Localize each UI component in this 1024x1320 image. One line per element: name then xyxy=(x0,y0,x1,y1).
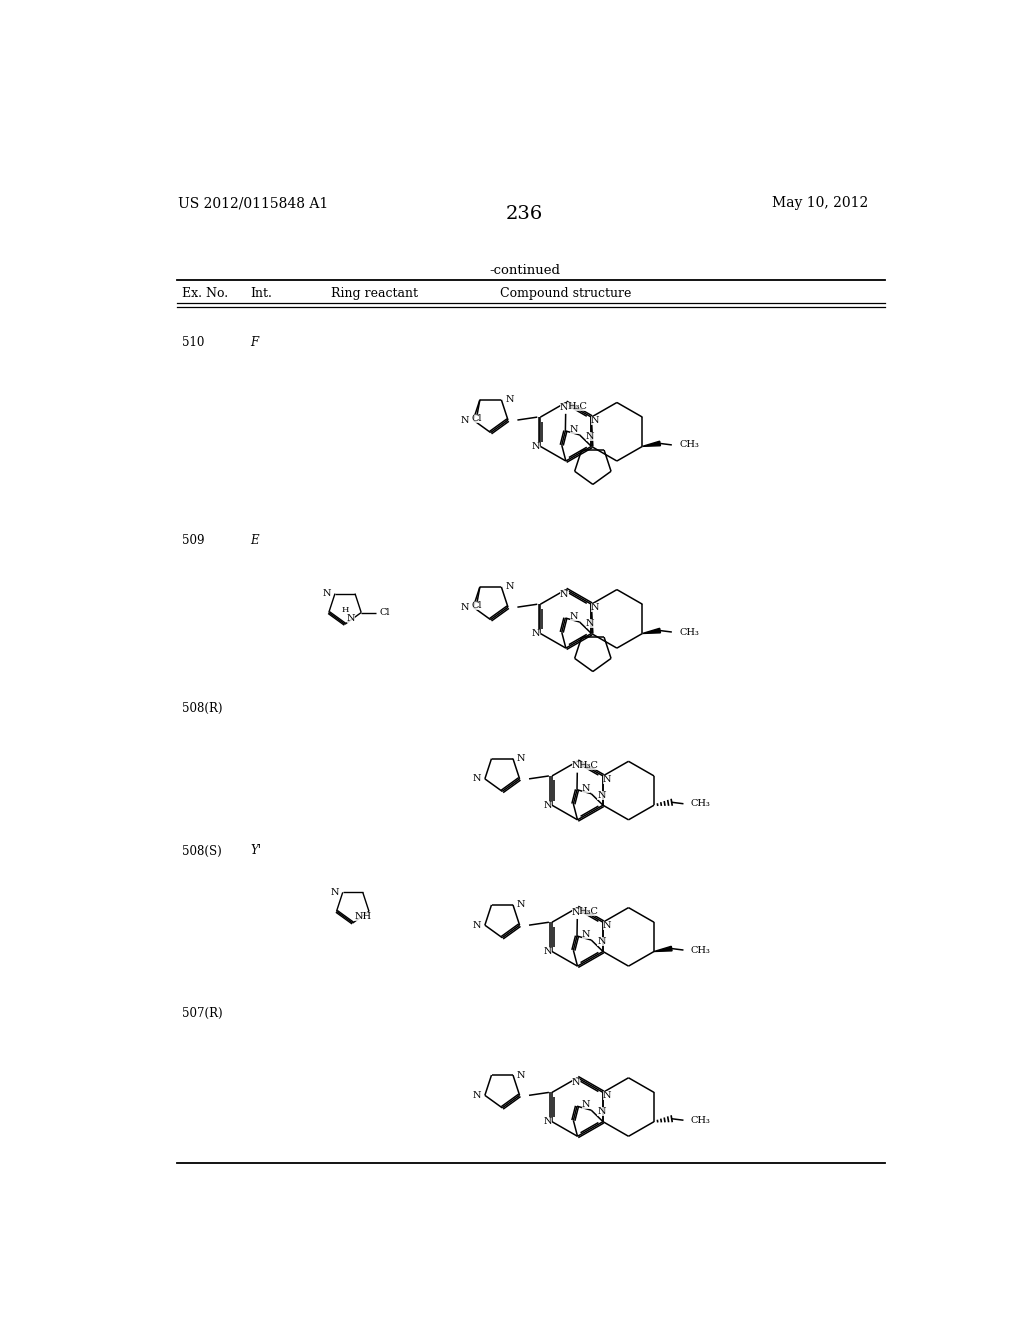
Text: N: N xyxy=(586,619,594,628)
Text: N: N xyxy=(323,589,331,598)
Text: N: N xyxy=(570,612,579,620)
Text: 508(R): 508(R) xyxy=(182,702,223,715)
Text: US 2012/0115848 A1: US 2012/0115848 A1 xyxy=(178,197,329,210)
Text: May 10, 2012: May 10, 2012 xyxy=(772,197,868,210)
Text: N: N xyxy=(461,416,469,425)
Text: N: N xyxy=(582,784,590,793)
Text: N: N xyxy=(472,1090,481,1100)
Text: N: N xyxy=(591,416,599,425)
Text: Y': Y' xyxy=(251,845,261,858)
Text: N: N xyxy=(346,614,355,623)
Text: N: N xyxy=(531,442,540,451)
Text: CH₃: CH₃ xyxy=(691,1115,711,1125)
Text: CH₃: CH₃ xyxy=(679,441,699,449)
Text: N: N xyxy=(472,775,481,783)
Text: N: N xyxy=(543,801,552,809)
Text: F: F xyxy=(251,335,259,348)
Text: 236: 236 xyxy=(506,205,544,223)
Text: N: N xyxy=(597,1107,606,1117)
Polygon shape xyxy=(642,441,660,446)
Text: Cl: Cl xyxy=(379,609,389,616)
Text: N: N xyxy=(603,775,611,784)
Text: N: N xyxy=(560,590,568,599)
Text: N: N xyxy=(603,921,611,929)
Text: CH₃: CH₃ xyxy=(691,799,711,808)
Text: NH: NH xyxy=(354,912,372,921)
Text: N: N xyxy=(543,946,552,956)
Text: N: N xyxy=(543,1117,552,1126)
Text: N: N xyxy=(331,888,339,896)
Text: N: N xyxy=(571,908,581,916)
Text: N: N xyxy=(517,1071,525,1080)
Text: 509: 509 xyxy=(182,535,205,548)
Text: CH₃: CH₃ xyxy=(691,945,711,954)
Text: Ring reactant: Ring reactant xyxy=(331,286,418,300)
Text: N: N xyxy=(597,937,606,946)
Text: H₃C: H₃C xyxy=(579,760,599,770)
Text: E: E xyxy=(251,535,259,548)
Text: N: N xyxy=(517,754,525,763)
Text: CH₃: CH₃ xyxy=(679,627,699,636)
Text: N: N xyxy=(582,1100,590,1109)
Text: Cl: Cl xyxy=(472,602,482,610)
Text: H₃C: H₃C xyxy=(567,401,587,411)
Text: -continued: -continued xyxy=(489,264,560,277)
Text: Ex. No.: Ex. No. xyxy=(182,286,228,300)
Text: N: N xyxy=(560,403,568,412)
Text: Cl: Cl xyxy=(472,414,482,424)
Text: N: N xyxy=(603,1092,611,1100)
Text: Int.: Int. xyxy=(251,286,272,300)
Text: Compound structure: Compound structure xyxy=(500,286,632,300)
Text: 508(S): 508(S) xyxy=(182,845,222,858)
Text: N: N xyxy=(597,791,606,800)
Text: 507(R): 507(R) xyxy=(182,1007,223,1020)
Text: N: N xyxy=(586,432,594,441)
Text: N: N xyxy=(505,395,514,404)
Polygon shape xyxy=(642,628,660,634)
Text: N: N xyxy=(582,931,590,939)
Text: N: N xyxy=(517,900,525,909)
Text: N: N xyxy=(472,920,481,929)
Text: N: N xyxy=(571,1078,581,1086)
Text: N: N xyxy=(461,603,469,611)
Text: N: N xyxy=(591,603,599,611)
Polygon shape xyxy=(654,946,672,952)
Text: N: N xyxy=(570,425,579,434)
Text: N: N xyxy=(505,582,514,591)
Text: H₃C: H₃C xyxy=(579,907,599,916)
Text: N: N xyxy=(571,762,581,771)
Text: 510: 510 xyxy=(182,335,205,348)
Text: N: N xyxy=(531,630,540,638)
Text: H: H xyxy=(341,606,349,614)
